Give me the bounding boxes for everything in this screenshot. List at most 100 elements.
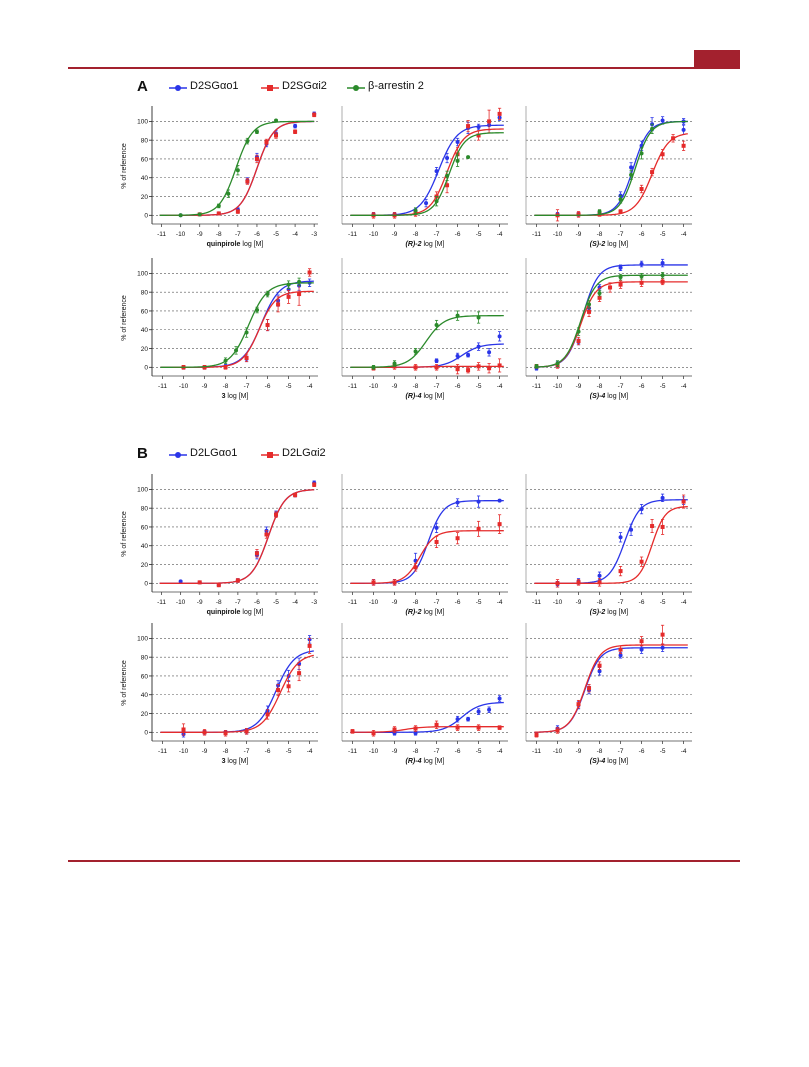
x-tick-label: -9 [392, 231, 398, 238]
data-point [466, 124, 471, 129]
data-point [216, 211, 221, 216]
y-tick-label: 100 [137, 487, 148, 494]
data-point [455, 500, 460, 505]
chart-a-r2: -11 -10 -9 -8 -7 -6 -5 -4 (R)-2 log [M] [341, 106, 508, 248]
data-point [618, 275, 623, 280]
data-point [445, 183, 450, 188]
data-point [235, 209, 240, 214]
fit-curve-0 [534, 647, 688, 733]
data-point [476, 125, 481, 130]
data-point [392, 361, 397, 366]
x-tick-label: -7 [244, 383, 250, 390]
y-tick-label: 100 [137, 119, 148, 126]
data-point [434, 525, 439, 530]
data-point [264, 140, 269, 145]
data-point [254, 551, 259, 556]
data-point [660, 632, 665, 637]
legend-b: D2LGαo1 D2LGαi2 [168, 447, 368, 463]
data-point [413, 208, 418, 213]
data-point [413, 365, 418, 370]
data-point [286, 294, 291, 299]
x-tick-label: -4 [681, 383, 687, 390]
data-point [307, 270, 312, 275]
data-point [650, 170, 655, 175]
data-point [216, 583, 221, 588]
data-point [576, 702, 581, 707]
y-tick-label: 80 [141, 654, 149, 661]
data-point [660, 279, 665, 284]
x-axis-label: quinpirole log [M] [207, 241, 264, 248]
data-point [466, 155, 471, 160]
x-axis-label-unit: log [M] [225, 393, 248, 400]
x-tick-label: -6 [455, 748, 461, 755]
chart-b-s2: -11 -10 -9 -8 -7 -6 -5 -4 (S)-2 log [M] [525, 474, 692, 616]
x-tick-label: -10 [369, 231, 379, 238]
fit-curve-2 [350, 315, 504, 368]
data-point [455, 313, 460, 318]
data-point [597, 295, 602, 300]
x-tick-label: -3 [311, 231, 317, 238]
x-tick-label: -11 [158, 748, 167, 755]
data-point [534, 733, 539, 738]
data-point [597, 209, 602, 214]
x-tick-label: -9 [576, 599, 582, 606]
data-point [487, 707, 492, 712]
x-tick-label: -6 [265, 383, 271, 390]
data-point [244, 729, 249, 734]
x-tick-label: -5 [286, 383, 292, 390]
data-point [455, 140, 460, 145]
data-point [681, 143, 686, 148]
x-tick-label: -8 [216, 599, 222, 606]
data-point [476, 499, 481, 504]
x-tick-label: -11 [158, 383, 167, 390]
fit-curve-1 [350, 530, 504, 584]
x-tick-label: -4 [307, 748, 313, 755]
x-tick-label: -8 [597, 231, 603, 238]
x-tick-label: -7 [618, 231, 624, 238]
data-point [555, 361, 560, 366]
x-axis-label: (S)-2 log [M] [590, 609, 629, 616]
x-axis-label: (S)-4 log [M] [590, 758, 629, 765]
data-point [297, 279, 302, 284]
x-tick-label: -7 [434, 231, 440, 238]
y-axis-label: % of reference [121, 143, 128, 189]
data-point [466, 717, 471, 722]
data-point [497, 696, 502, 701]
x-axis-label-unit: log [M] [605, 393, 628, 400]
data-point [497, 725, 502, 730]
chart-a-s2: -11 -10 -9 -8 -7 -6 -5 -4 (S)-2 log [M] [525, 106, 692, 248]
fit-curve-1 [160, 654, 314, 733]
data-point [276, 302, 281, 307]
data-point [650, 524, 655, 529]
x-tick-label: -4 [292, 231, 298, 238]
data-point [681, 127, 686, 132]
data-point [264, 532, 269, 537]
x-tick-label: -11 [348, 748, 357, 755]
y-tick-label: 0 [144, 730, 148, 737]
x-tick-label: -10 [176, 599, 186, 606]
data-point [413, 565, 418, 570]
data-point [597, 580, 602, 585]
x-tick-label: -9 [392, 383, 398, 390]
chart-a-r4: -11 -10 -9 -8 -7 -6 -5 -4 (R)-4 log [M] [341, 258, 508, 400]
x-tick-label: -9 [202, 748, 208, 755]
x-tick-label: -9 [576, 748, 582, 755]
x-tick-label: -4 [681, 231, 687, 238]
data-point [608, 285, 613, 290]
x-tick-label: -4 [681, 599, 687, 606]
data-point [681, 499, 686, 504]
data-point [223, 731, 228, 736]
x-tick-label: -7 [618, 748, 624, 755]
data-point [413, 349, 418, 354]
x-axis-label-compound: quinpirole [207, 609, 241, 616]
data-point [254, 156, 259, 161]
header-accent-tab [694, 50, 740, 67]
y-tick-label: 60 [141, 524, 149, 531]
x-tick-label: -10 [553, 231, 563, 238]
data-point [413, 731, 418, 736]
y-tick-label: 60 [141, 308, 149, 315]
data-point [618, 569, 623, 574]
x-axis-label: (R)-4 log [M] [406, 758, 445, 765]
data-point [371, 580, 376, 585]
x-tick-label: -7 [235, 599, 241, 606]
